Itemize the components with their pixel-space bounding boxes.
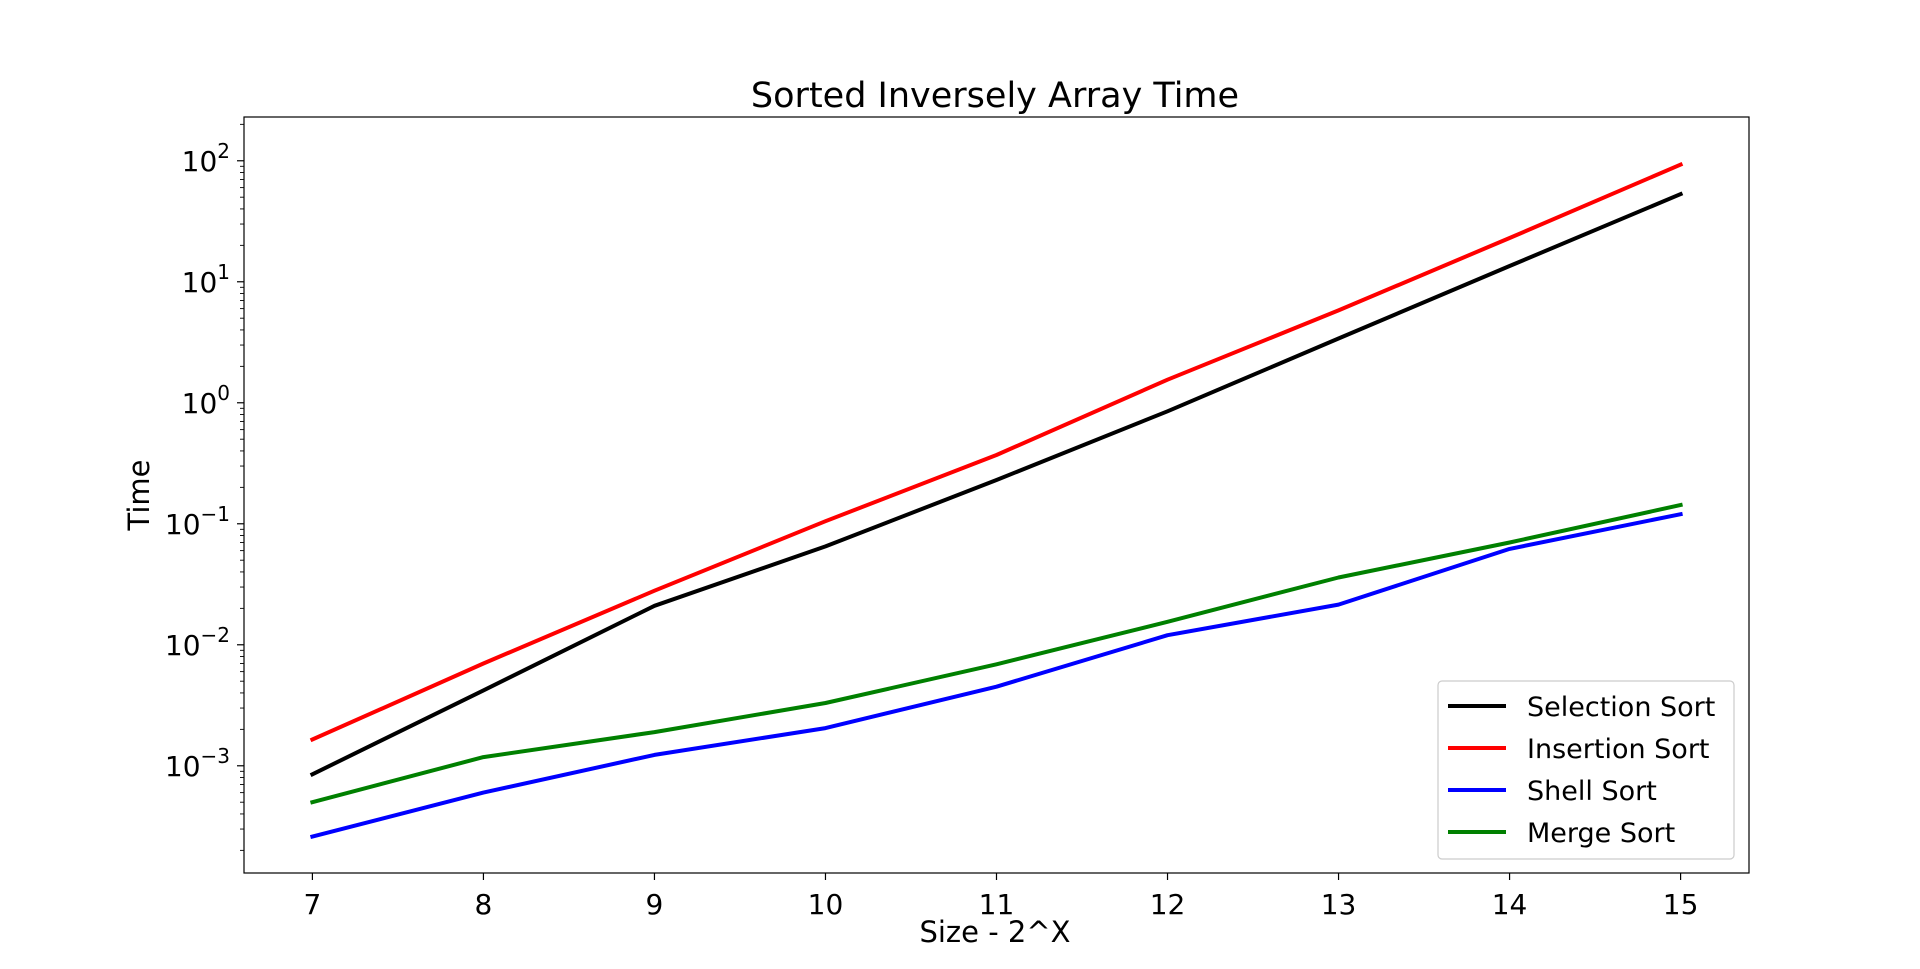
series-line-insertion-sort	[309, 161, 1684, 743]
y-tick-label: 10−1	[165, 502, 230, 541]
x-tick-label: 11	[979, 888, 1015, 921]
y-tick-label: 10−2	[165, 623, 230, 662]
legend-box	[1437, 680, 1735, 860]
x-axis: 7 8 9 10 11 12 13 14 15	[303, 873, 1698, 921]
x-tick-label: 9	[646, 888, 664, 921]
legend-label: Insertion Sort	[1527, 734, 1710, 765]
legend: Selection Sort Insertion Sort Shell Sort Me…	[1437, 680, 1735, 860]
x-tick-label: 8	[475, 888, 493, 921]
x-tick-label: 13	[1321, 888, 1357, 921]
x-axis-label: Size - 2^X	[919, 915, 1070, 949]
series-line-merge-sort	[309, 502, 1683, 805]
x-tick-label: 7	[303, 888, 321, 921]
x-tick-label: 15	[1663, 888, 1699, 921]
x-tick-label: 10	[808, 888, 844, 921]
legend-label: Shell Sort	[1527, 776, 1657, 807]
legend-label: Merge Sort	[1527, 818, 1675, 849]
y-tick-label: 102	[182, 139, 230, 178]
x-tick-label: 14	[1492, 888, 1528, 921]
y-tick-label: 101	[182, 260, 230, 299]
y-axis-label: Time	[122, 460, 156, 532]
series-lines	[309, 161, 1684, 840]
x-tick-label: 12	[1150, 888, 1186, 921]
y-tick-label: 100	[182, 381, 230, 420]
series-line-shell-sort	[309, 511, 1683, 840]
y-tick-label: 10−3	[165, 744, 230, 783]
series-line-selection-sort	[309, 191, 1684, 777]
y-axis: 10−3 10−2 10−1 100 101 102	[165, 123, 244, 851]
legend-label: Selection Sort	[1527, 692, 1715, 723]
chart-title: Sorted Inversely Array Time	[751, 76, 1239, 116]
